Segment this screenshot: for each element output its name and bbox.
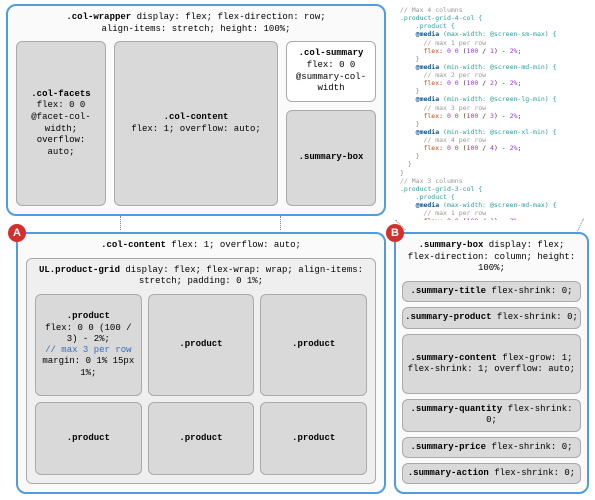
product-css2: margin: 0 1% 15px 1%; bbox=[40, 356, 137, 379]
col-facets-sel: .col-facets bbox=[31, 89, 90, 101]
product-blue: // max 3 per row bbox=[45, 345, 131, 356]
summary-row-sel: .summary-quantity bbox=[410, 404, 502, 414]
product-cell: .product bbox=[260, 294, 367, 396]
badge-b: B bbox=[386, 224, 404, 242]
summary-quantity-row: .summary-quantity flex-shrink: 0; bbox=[402, 399, 581, 432]
col-wrapper-css: display: flex; flex-direction: row; alig… bbox=[101, 12, 325, 34]
summary-row-sel: .summary-price bbox=[410, 442, 486, 452]
connector-dot bbox=[120, 216, 121, 230]
summary-price-row: .summary-price flex-shrink: 0; bbox=[402, 437, 581, 458]
col-facets-css: flex: 0 0 @facet-col-width; overflow: au… bbox=[23, 100, 99, 158]
summary-row-sel: .summary-content bbox=[410, 353, 496, 363]
col-wrapper-panel: .col-wrapper display: flex; flex-directi… bbox=[6, 4, 386, 216]
summary-box-panel: .summary-box display: flex; flex-directi… bbox=[394, 232, 589, 494]
product-cell-main: .product flex: 0 0 (100 / 3) - 2%; // ma… bbox=[35, 294, 142, 396]
summary-action-row: .summary-action flex-shrink: 0; bbox=[402, 463, 581, 484]
summary-row-sel: .summary-title bbox=[410, 286, 486, 296]
col-wrapper-title: .col-wrapper display: flex; flex-directi… bbox=[16, 12, 376, 35]
col-content-box: .col-content flex: 1; overflow: auto; bbox=[114, 41, 278, 206]
connector-dot bbox=[577, 218, 584, 231]
product-grid-css: display: flex; flex-wrap: wrap; align-it… bbox=[120, 265, 363, 287]
col-content-panel: .col-content flex: 1; overflow: auto; UL… bbox=[16, 232, 386, 494]
product-css1: flex: 0 0 (100 / 3) - 2%; bbox=[40, 323, 137, 346]
product-cell: .product bbox=[148, 402, 255, 475]
summary-box-sel2: .summary-box bbox=[419, 240, 484, 250]
col-summary-sel: .col-summary bbox=[299, 48, 364, 58]
connector-dot bbox=[280, 216, 281, 230]
col-summary-box: .col-summary flex: 0 0 @summary-col-widt… bbox=[286, 41, 376, 102]
code-block: // Max 4 columns .product-grid-4-col { .… bbox=[396, 4, 591, 220]
summary-row-css: flex-shrink: 0; bbox=[486, 442, 572, 452]
col-content-sel: .col-content bbox=[164, 112, 229, 124]
product-grid-cells: .product flex: 0 0 (100 / 3) - 2%; // ma… bbox=[35, 294, 367, 475]
summary-box-inner: .summary-box bbox=[286, 110, 376, 206]
col-content-css: flex: 1; overflow: auto; bbox=[131, 124, 261, 136]
product-sel: .product bbox=[67, 311, 110, 322]
product-cell: .product bbox=[260, 402, 367, 475]
summary-row-sel: .summary-action bbox=[408, 468, 489, 478]
summary-row-sel: .summary-product bbox=[405, 312, 491, 322]
summary-title-row: .summary-title flex-shrink: 0; bbox=[402, 281, 581, 302]
summary-row-css: flex-shrink: 0; bbox=[489, 468, 575, 478]
col-content-title: .col-content flex: 1; overflow: auto; bbox=[26, 240, 376, 252]
col-summary-col: .col-summary flex: 0 0 @summary-col-widt… bbox=[286, 41, 376, 206]
summary-rows: .summary-title flex-shrink: 0; .summary-… bbox=[402, 281, 581, 484]
badge-a: A bbox=[8, 224, 26, 242]
col-summary-css: flex: 0 0 @summary-col-width bbox=[296, 60, 366, 93]
product-grid-outer: UL.product-grid display: flex; flex-wrap… bbox=[26, 258, 376, 484]
product-grid-title: UL.product-grid display: flex; flex-wrap… bbox=[35, 265, 367, 288]
summary-content-row: .summary-content flex-grow: 1; flex-shri… bbox=[402, 334, 581, 394]
col-facets-box: .col-facets flex: 0 0 @facet-col-width; … bbox=[16, 41, 106, 206]
summary-row-css: flex-shrink: 0; bbox=[486, 286, 572, 296]
col-content-sel2: .col-content bbox=[101, 240, 166, 250]
product-cell: .product bbox=[35, 402, 142, 475]
summary-row-css: flex-shrink: 0; bbox=[492, 312, 578, 322]
col-content-css2: flex: 1; overflow: auto; bbox=[166, 240, 301, 250]
summary-product-row: .summary-product flex-shrink: 0; bbox=[402, 307, 581, 328]
summary-box-title: .summary-box display: flex; flex-directi… bbox=[402, 240, 581, 275]
col-wrapper-row: .col-facets flex: 0 0 @facet-col-width; … bbox=[16, 41, 376, 206]
product-cell: .product bbox=[148, 294, 255, 396]
summary-box-sel: .summary-box bbox=[299, 152, 364, 164]
col-wrapper-sel: .col-wrapper bbox=[66, 12, 131, 22]
product-grid-sel: UL.product-grid bbox=[39, 265, 120, 275]
